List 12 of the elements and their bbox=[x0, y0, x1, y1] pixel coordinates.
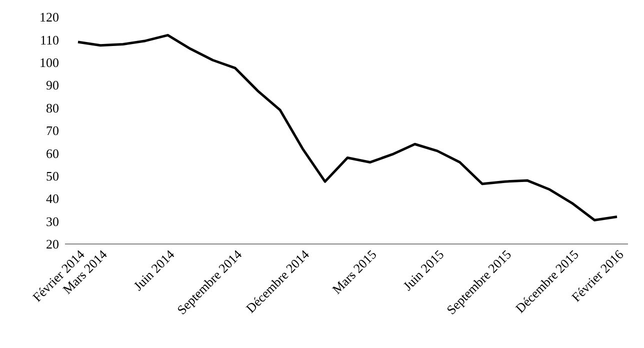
y-tick-label: 30 bbox=[46, 214, 59, 229]
y-tick-label: 120 bbox=[40, 10, 59, 25]
y-tick-label: 100 bbox=[40, 54, 59, 70]
y-tick-label: 90 bbox=[46, 78, 59, 93]
y-tick-label: 20 bbox=[46, 236, 59, 252]
y-tick-label: 70 bbox=[46, 123, 59, 138]
y-tick-label: 80 bbox=[46, 100, 59, 116]
y-tick-label: 40 bbox=[46, 191, 59, 206]
y-tick-label: 50 bbox=[46, 168, 59, 184]
y-tick-label: 110 bbox=[40, 32, 59, 48]
line-series bbox=[76, 34, 618, 222]
y-tick-label: 60 bbox=[46, 146, 59, 161]
